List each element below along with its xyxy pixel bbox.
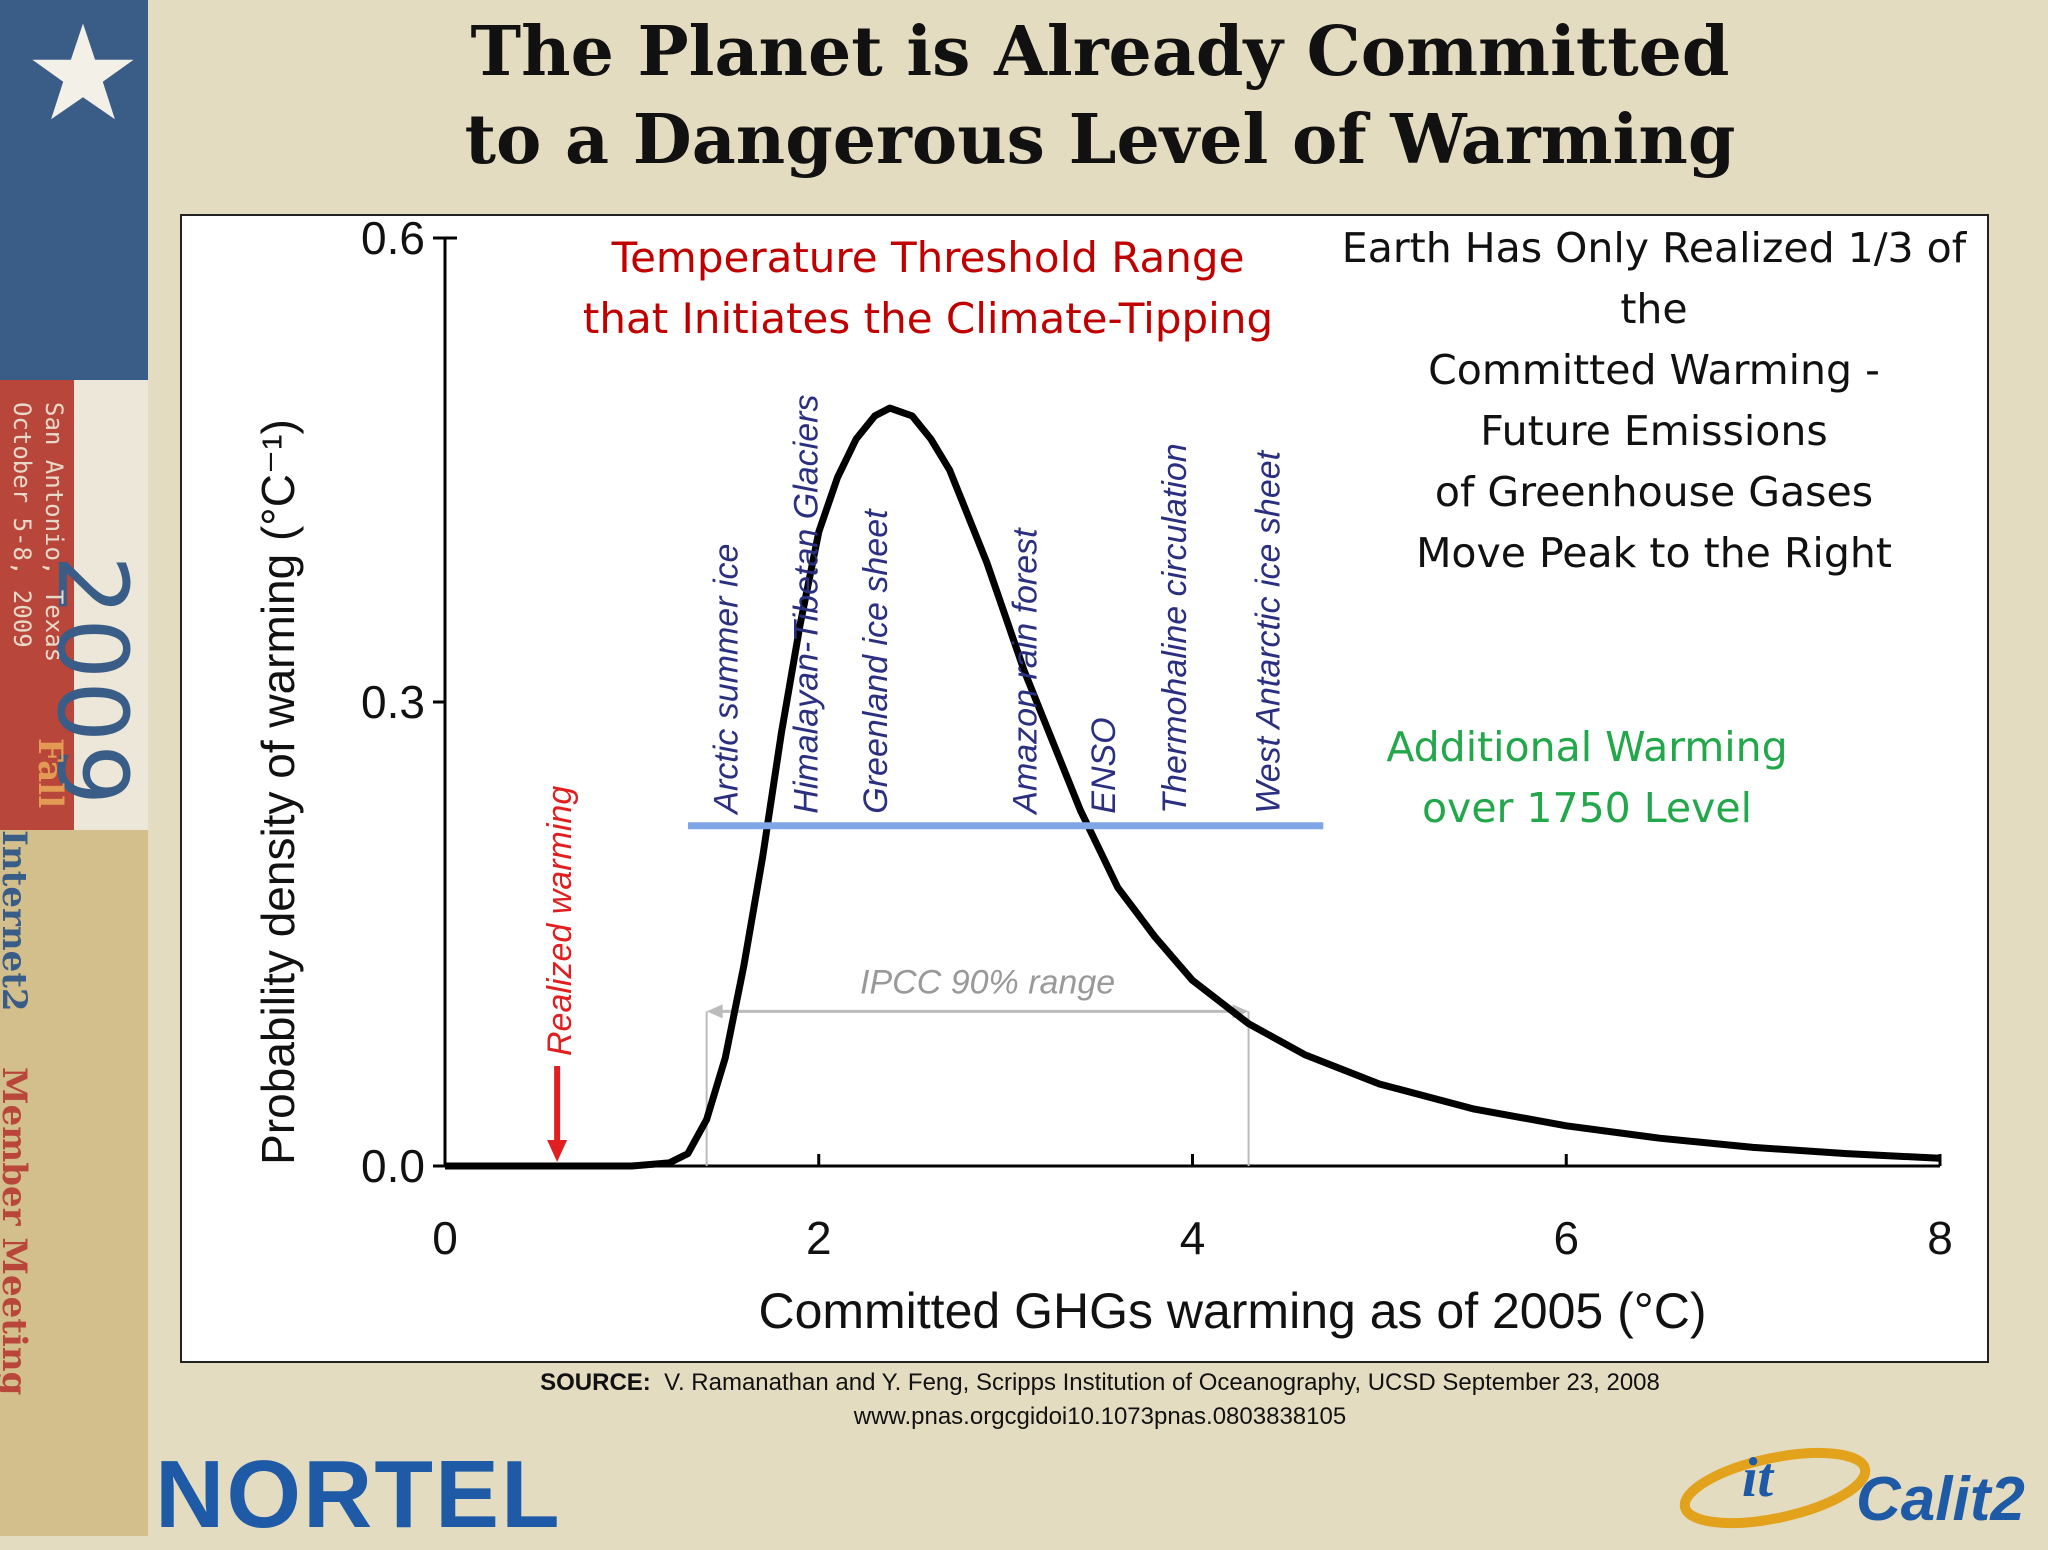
tipping-element-label: Himalayan-Tibetan Glaciers (788, 395, 826, 814)
committed-warming-annotation-line: Committed Warming - (1428, 346, 1880, 394)
x-tick-label: 0 (432, 1212, 458, 1264)
y-axis-label: Probability density of warming (°C⁻¹) (252, 419, 304, 1165)
banner-city: San Antonio, Texas (40, 402, 68, 663)
x-tick-label: 6 (1553, 1212, 1579, 1264)
meeting-banner: 2009 Fall San Antonio, Texas October 5-8… (0, 0, 148, 1536)
committed-warming-annotation-line: the (1620, 285, 1687, 333)
committed-warming-annotation-line: Earth Has Only Realized 1/3 of (1342, 224, 1968, 272)
threshold-annotation-line2: that Initiates the Climate-Tipping (583, 294, 1273, 343)
banner-meeting-type: Member Meeting (0, 1067, 34, 1396)
x-tick-label: 4 (1180, 1212, 1206, 1264)
tipping-element-label: Greenland ice sheet (857, 508, 895, 814)
banner-dates: October 5-8, 2009 (8, 402, 36, 648)
committed-warming-annotation-line: Future Emissions (1480, 407, 1827, 455)
ipcc-range-arrow-left (706, 1004, 723, 1019)
realized-warming-arrow-head (547, 1140, 568, 1162)
tipping-element-label: Arctic summer ice (707, 544, 745, 816)
y-tick-label: 0.6 (361, 216, 425, 264)
slide-title: The Planet is Already Committed to a Dan… (300, 8, 1900, 184)
committed-warming-annotation-line: Move Peak to the Right (1416, 529, 1892, 577)
calit2-logo-it: it (1742, 1447, 1774, 1509)
flag-white-stripe (74, 380, 148, 830)
ipcc-range-label: IPCC 90% range (860, 963, 1115, 1001)
banner-season: Fall (30, 738, 70, 809)
tipping-element-label: West Antarctic ice sheet (1249, 449, 1287, 813)
tipping-element-label: ENSO (1085, 717, 1123, 813)
chart-frame: 0 2 4 6 8 0.0 0.3 0.6 Committed GHGs warming as … (180, 214, 1989, 1363)
realized-warming-label: Realized warming (541, 786, 579, 1056)
source-text: V. Ramanathan and Y. Feng, Scripps Insti… (664, 1369, 1660, 1396)
slide-title-line1: The Planet is Already Committed (470, 12, 1730, 92)
warming-density-chart: 0 2 4 6 8 0.0 0.3 0.6 Committed GHGs warming as … (252, 216, 1968, 1339)
source-label: SOURCE: (540, 1369, 651, 1396)
committed-warming-annotation-line: of Greenhouse Gases (1435, 468, 1873, 516)
banner-tan-field (0, 830, 148, 1536)
source-url: www.pnas.orgcgidoi10.1073pnas.0803838105 (853, 1403, 1347, 1430)
calit2-logo-swoosh-icon (1679, 1447, 1871, 1529)
flag-red-stripe (0, 380, 74, 830)
banner-meeting-name: Internet2 (0, 830, 34, 1012)
slide-title-line2: to a Dangerous Level of Warming (464, 100, 1736, 180)
x-axis-label: Committed GHGs warming as of 2005 (°C) (758, 1283, 1706, 1339)
y-tick-label: 0.0 (361, 1140, 425, 1192)
y-tick-label: 0.3 (361, 676, 425, 728)
x-tick-label: 8 (1927, 1212, 1953, 1264)
additional-warming-line2: over 1750 Level (1422, 784, 1752, 832)
threshold-annotation-line1: Temperature Threshold Range (611, 233, 1245, 282)
star-icon (32, 23, 134, 120)
calit2-logo: Calit2 (1856, 1465, 2025, 1534)
x-tick-label: 2 (806, 1212, 832, 1264)
tipping-element-label: Thermohaline circulation (1156, 443, 1194, 813)
additional-warming-line1: Additional Warming (1386, 723, 1787, 771)
density-curve (445, 404, 1941, 1170)
source-citation: SOURCE: V. Ramanathan and Y. Feng, Scrip… (300, 1366, 1900, 1434)
tipping-element-label: Amazon rain forest (1006, 527, 1044, 816)
nortel-logo: NORTEL (155, 1441, 562, 1548)
